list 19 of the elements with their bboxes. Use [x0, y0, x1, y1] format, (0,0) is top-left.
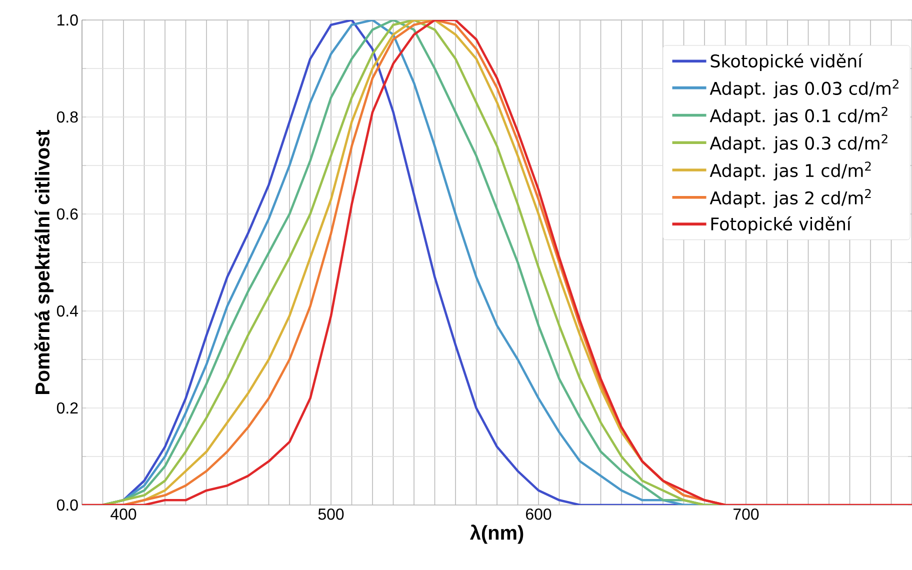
y-tick-label: 0.2 — [56, 402, 78, 414]
legend-label: Adapt. jas 0.03 cd/m$^{2}$ — [710, 79, 898, 98]
x-tick-label: 700 — [734, 508, 759, 520]
legend-label: Adapt. jas 0.1 cd/m$^{2}$ — [710, 106, 888, 126]
y-tick-label: 0.4 — [56, 305, 78, 317]
legend-label: Adapt. jas 1 cd/m$^{2}$ — [710, 162, 871, 181]
x-axis-title: λ(nm) — [470, 524, 524, 544]
x-tick-label: 500 — [318, 508, 344, 520]
y-tick-label: 1.0 — [58, 14, 78, 26]
y-axis-title: Poměrná spektrální citlivost — [34, 130, 54, 394]
legend-label: Adapt. jas 0.3 cd/m$^{2}$ — [710, 134, 888, 154]
x-tick-label: 600 — [526, 508, 552, 520]
y-tick-label: 0.0 — [56, 499, 78, 511]
legend-label: Skotopické vidění — [710, 53, 863, 71]
y-tick-label: 0.8 — [56, 111, 78, 123]
y-tick-label: 0.6 — [56, 208, 78, 220]
x-tick-label: 400 — [110, 508, 136, 520]
legend-label: Adapt. jas 2 cd/m$^{2}$ — [710, 188, 871, 208]
legend-label: Fotopické vidění — [711, 216, 852, 234]
